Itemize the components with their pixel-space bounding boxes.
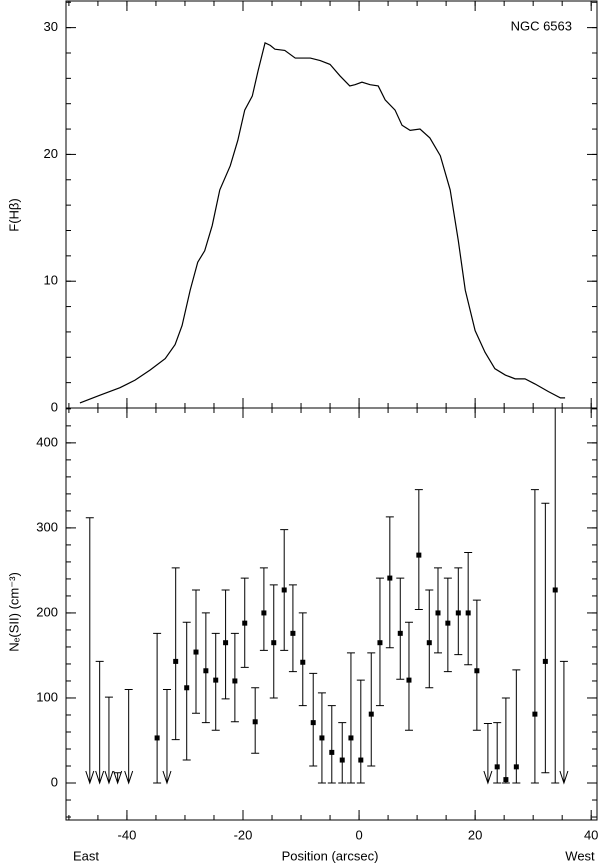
marker — [290, 630, 296, 636]
marker — [406, 677, 412, 683]
y-tick-label: 30 — [44, 19, 58, 34]
x-axis-title: Position (arcsec) — [282, 848, 379, 863]
error-bar — [541, 502, 550, 774]
marker — [173, 658, 179, 664]
marker — [542, 658, 548, 664]
y-tick-label: 10 — [44, 273, 58, 288]
error-bar — [551, 407, 560, 784]
marker — [252, 719, 258, 725]
upper-limit — [559, 660, 569, 785]
error-bar — [414, 489, 423, 611]
error-bar — [171, 567, 180, 741]
marker — [310, 720, 316, 726]
marker — [455, 610, 461, 616]
upper-limit — [113, 770, 123, 785]
y-tick-label: 0 — [51, 774, 58, 789]
error-bar — [182, 621, 191, 761]
upper-limit — [104, 696, 114, 785]
error-bar — [327, 705, 336, 784]
y-tick-label: 0 — [51, 399, 58, 414]
marker — [184, 685, 190, 691]
marker — [154, 735, 160, 741]
marker — [513, 764, 519, 770]
error-bar — [501, 697, 510, 784]
upper-limit — [124, 688, 134, 785]
upper-limit — [162, 688, 172, 785]
error-bar — [201, 612, 210, 724]
error-bar — [259, 567, 268, 651]
upper-limit — [95, 660, 105, 785]
marker — [242, 620, 248, 626]
east-label: East — [73, 848, 99, 863]
marker — [223, 640, 229, 646]
marker — [232, 678, 238, 684]
y-axis-title: Nₑ(SII) (cm⁻³) — [6, 572, 21, 652]
marker — [281, 587, 287, 593]
marker — [348, 735, 354, 741]
error-bar — [464, 552, 473, 666]
marker — [261, 610, 267, 616]
marker — [213, 677, 219, 683]
marker — [377, 640, 383, 646]
marker — [552, 587, 558, 593]
y-tick-label: 200 — [36, 604, 58, 619]
error-bar — [346, 652, 355, 784]
error-bar — [425, 589, 434, 689]
error-bar — [385, 516, 394, 649]
marker — [339, 757, 345, 763]
x-tick-label: 20 — [468, 827, 482, 842]
marker — [474, 668, 480, 674]
error-bar — [512, 669, 521, 784]
flux-line — [79, 41, 566, 404]
marker — [193, 649, 199, 655]
marker — [426, 640, 432, 646]
marker — [445, 620, 451, 626]
error-bar — [298, 612, 307, 707]
marker — [532, 711, 538, 717]
error-bar — [404, 621, 413, 731]
marker — [203, 668, 209, 674]
marker — [319, 735, 325, 741]
x-tick-label: -20 — [234, 827, 253, 842]
error-bar — [356, 679, 365, 784]
y-tick-label: 20 — [44, 146, 58, 161]
error-bar — [288, 584, 297, 673]
west-label: West — [565, 848, 595, 863]
y-tick-label: 300 — [36, 519, 58, 534]
error-bar — [433, 567, 442, 654]
marker — [387, 575, 393, 581]
marker — [435, 610, 441, 616]
annotation: NGC 6563 — [511, 18, 572, 33]
marker — [300, 659, 306, 665]
x-tick-label: 40 — [584, 827, 598, 842]
x-tick-label: -40 — [118, 827, 137, 842]
marker — [503, 777, 509, 783]
error-bar — [472, 599, 481, 731]
error-bar — [367, 652, 376, 767]
marker — [271, 640, 277, 646]
x-tick-label: 0 — [355, 827, 362, 842]
marker — [494, 764, 500, 770]
marker — [358, 757, 364, 763]
error-bar — [396, 577, 405, 680]
error-bar — [493, 722, 502, 784]
marker — [416, 552, 422, 558]
error-bar — [153, 632, 162, 784]
error-bar — [530, 489, 539, 784]
marker — [329, 749, 335, 755]
error-bar — [338, 722, 347, 784]
marker — [465, 610, 471, 616]
y-axis-title: F(Hβ) — [6, 198, 21, 231]
y-tick-label: 400 — [36, 434, 58, 449]
error-bar — [309, 672, 318, 767]
upper-limit — [483, 722, 493, 785]
frame — [65, 0, 598, 821]
marker — [368, 711, 374, 717]
marker — [397, 630, 403, 636]
error-bar — [230, 632, 239, 723]
y-tick-label: 100 — [36, 689, 58, 704]
upper-limit — [85, 517, 95, 785]
